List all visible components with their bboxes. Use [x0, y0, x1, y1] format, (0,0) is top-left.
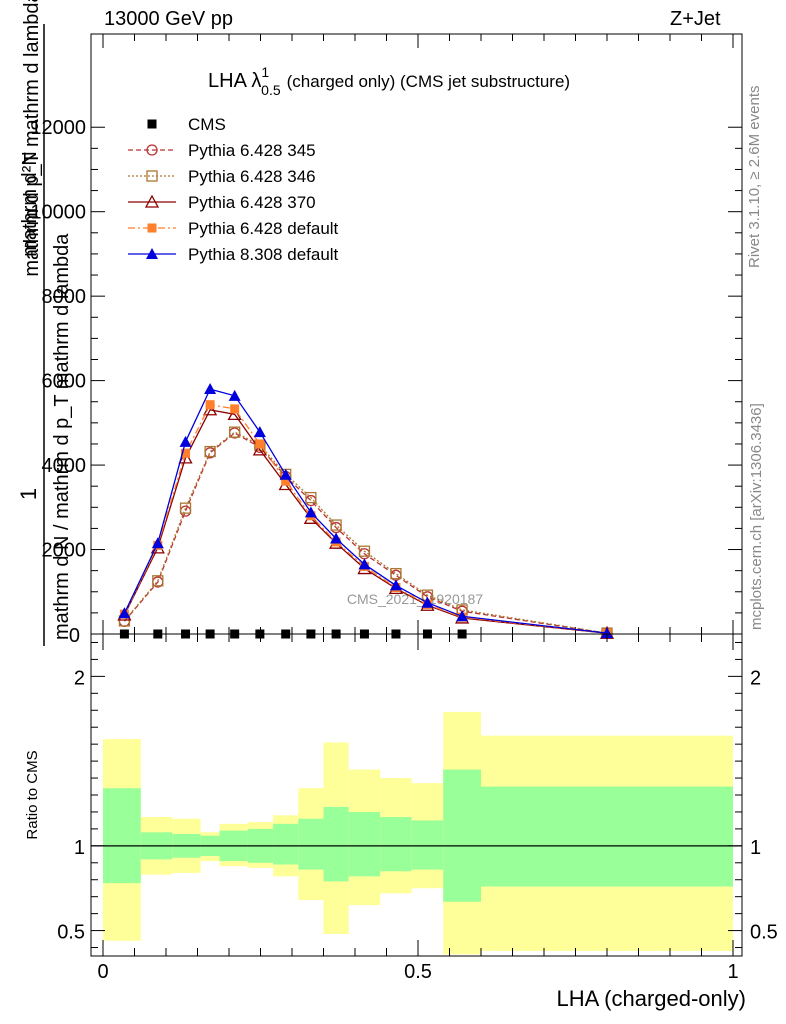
- series-line: [123, 432, 608, 634]
- legend-label: Pythia 6.428 346: [188, 167, 316, 186]
- y-axis-label: 1 mathrm d N / mathrm d p_T mathrm d lamb…: [16, 0, 73, 646]
- data-point: [229, 426, 241, 438]
- ratio-band-inner: [348, 811, 381, 877]
- ratio-band-inner: [481, 786, 733, 887]
- series-pythia-8-308-default: [118, 383, 613, 639]
- series-line: [123, 388, 608, 634]
- data-point: [330, 519, 342, 531]
- ratio-y-tick-label-right: 2: [750, 667, 761, 689]
- y-tick-label: 6000: [42, 371, 87, 393]
- legend-label: Pythia 8.308 default: [188, 245, 339, 264]
- data-point: [151, 537, 164, 549]
- data-point: [253, 426, 266, 438]
- ratio-band-inner: [380, 817, 412, 872]
- y-tick-label: 2000: [42, 540, 87, 562]
- data-point: [421, 596, 434, 608]
- data-point: [205, 400, 215, 410]
- data-point: [390, 567, 402, 580]
- plot-title-main: LHA λ: [208, 70, 261, 92]
- data-point: [230, 404, 240, 414]
- legend-marker: [146, 170, 158, 182]
- x-tick-label: 0.5: [404, 961, 432, 983]
- data-point: [358, 545, 371, 557]
- legend-marker: [147, 119, 157, 129]
- legend-label: Pythia 6.428 default: [188, 219, 339, 238]
- y-zero-label: 0: [69, 625, 80, 647]
- ratio-y-tick-label: 1: [74, 837, 85, 859]
- data-point: [228, 389, 241, 401]
- mcplots-label: mcplots.cern.ch [arXiv:1306.3436]: [748, 403, 765, 630]
- data-point: [229, 427, 241, 439]
- x-axis-label: LHA (charged-only): [556, 986, 746, 1011]
- plot-title-rest: (charged only) (CMS jet substructure): [287, 72, 570, 91]
- plot-title-sub: 0.5: [261, 82, 281, 98]
- ratio-y-tick-label: 2: [74, 667, 85, 689]
- data-point: [330, 532, 343, 544]
- legend: CMS Pythia 6.428 345 Pythia 6.428 346 Pythi…: [128, 115, 339, 264]
- ratio-band-inner: [411, 820, 444, 870]
- y-axis-label-one: 1: [16, 488, 41, 500]
- ratio-y-tick-label: 0.5: [57, 922, 85, 944]
- data-point: [305, 491, 317, 504]
- ratio-band-inner: [273, 823, 299, 865]
- rivet-version-label: Rivet 3.1.10, ≥ 2.6M events: [746, 85, 763, 269]
- legend-marker: [146, 248, 158, 259]
- data-point: [204, 383, 217, 395]
- data-point: [204, 445, 216, 458]
- plot-title: LHA λ1 0.5 (charged only) (CMS jet substru…: [208, 64, 570, 98]
- ratio-y-tick-label-right: 0.5: [750, 922, 778, 944]
- legend-marker: [146, 144, 158, 156]
- data-point: [358, 558, 371, 570]
- plot-title-sup: 1: [261, 64, 269, 80]
- ratio-panel: 0.5 0.5 1 1 2 2 0 0.5 1 Ratio to CMS LHA (charged-…: [24, 633, 778, 1011]
- ratio-y-tick-label-right: 1: [750, 837, 761, 859]
- data-point: [152, 575, 164, 587]
- data-point: [255, 439, 265, 449]
- data-point: [389, 579, 402, 591]
- ratio-band-inner: [298, 818, 324, 870]
- ratio-band-inner: [443, 769, 481, 902]
- ratio-y-axis-label: Ratio to CMS: [24, 750, 41, 839]
- header-energy-label: 13000 GeV pp: [104, 8, 233, 30]
- x-tick-label: 1: [727, 961, 738, 983]
- data-point: [179, 435, 192, 447]
- y-tick-label: 8000: [42, 286, 87, 308]
- data-point: [179, 502, 192, 514]
- data-point: [181, 448, 191, 458]
- legend-marker: [147, 223, 157, 233]
- legend-label: Pythia 6.428 345: [188, 141, 316, 160]
- y-axis-label-denominator: mathrm d N / mathrm d p_T mathrm d lambd…: [51, 233, 73, 640]
- data-point: [601, 627, 613, 639]
- x-tick-label: 0: [97, 961, 108, 983]
- ratio-band-inner: [323, 806, 349, 882]
- data-point: [118, 607, 131, 619]
- legend-label: Pythia 6.428 370: [188, 193, 316, 212]
- legend-marker: [144, 194, 160, 208]
- ratio-band-inner: [103, 788, 141, 884]
- data-point: [304, 506, 317, 518]
- y-axis-label-numerator: mathrm d²N: [19, 151, 41, 257]
- series-line: [123, 431, 608, 634]
- legend-label: CMS: [188, 115, 226, 134]
- data-point: [279, 468, 292, 480]
- y-axis-label-denominator-2: mathrm d p_T mathrm d lambda: [21, 0, 43, 277]
- data-point: [456, 610, 469, 622]
- data-point: [281, 476, 291, 486]
- data-point: [179, 505, 192, 517]
- header-process-label: Z+Jet: [670, 8, 721, 30]
- y-tick-label: 4000: [42, 455, 87, 477]
